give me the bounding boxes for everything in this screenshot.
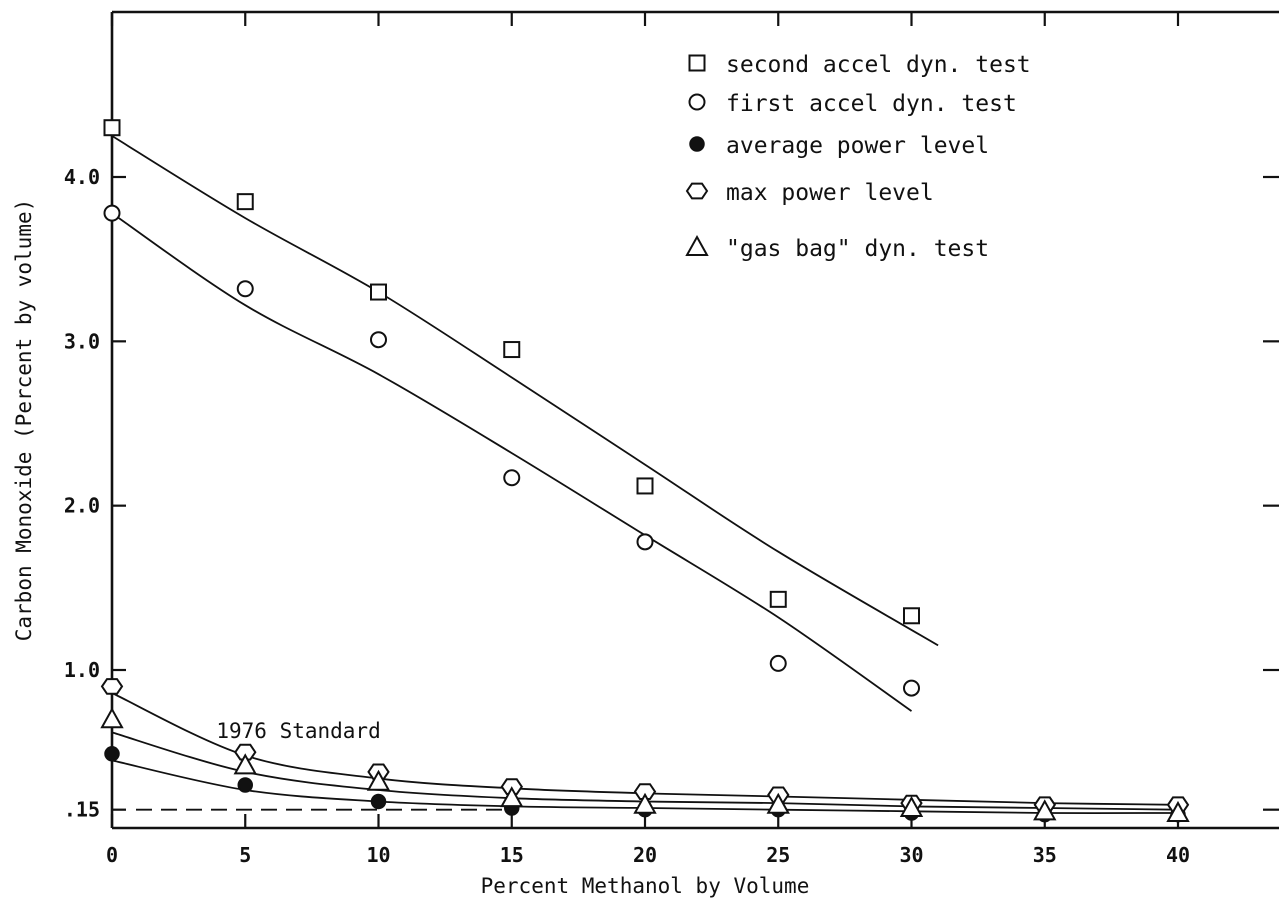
legend-item: first accel dyn. test	[688, 91, 1017, 117]
x-tick-label: 5	[239, 843, 251, 867]
legend-marker-open-hexagon	[685, 182, 709, 200]
x-tick-label: 25	[766, 843, 790, 867]
second-accel-dyn-test-point	[236, 193, 254, 211]
legend-item: second accel dyn. test	[688, 52, 1031, 78]
average-power-level-point	[104, 746, 120, 762]
x-axis-title: Percent Methanol by Volume	[481, 874, 810, 898]
first-accel-dyn-test-point	[503, 469, 521, 487]
first-accel-dyn-test-fit-line	[111, 212, 913, 712]
gas-bag-dyn-test-point	[633, 792, 657, 814]
x-tick-label: 35	[1033, 843, 1057, 867]
first-accel-dyn-test-point	[769, 654, 787, 672]
standard-1976-label: 1976 Standard	[216, 719, 380, 743]
gas-bag-dyn-test-point	[366, 769, 391, 791]
fit-lines	[111, 135, 1179, 814]
y-tick-label: .15	[64, 798, 100, 822]
average-power-level-point	[370, 793, 387, 810]
legend-item: average power level	[689, 133, 989, 159]
x-tick-label: 0	[106, 843, 118, 867]
y-tick-label: 1.0	[64, 658, 100, 682]
average-power-level-point	[237, 777, 253, 793]
gas-bag-dyn-test-point	[899, 795, 924, 818]
legend: second accel dyn. test first accel dyn. t…	[685, 52, 1031, 262]
legend-marker-open-circle	[688, 93, 706, 111]
first-accel-dyn-test-point	[370, 331, 387, 349]
gas-bag-dyn-test-point	[766, 792, 790, 814]
gas-bag-dyn-test-point	[100, 707, 124, 729]
max-power-level-point	[633, 783, 657, 800]
x-tick-label: 20	[633, 843, 657, 867]
y-axis-title: Carbon Monoxide (Percent by volume)	[12, 199, 36, 642]
legend-marker-filled-circle	[689, 136, 705, 152]
gas-bag-dyn-test-point	[500, 786, 524, 808]
legend-item: max power level	[685, 180, 934, 206]
second-accel-dyn-test-fit-line	[111, 135, 939, 647]
y-tick-label: 3.0	[64, 329, 100, 353]
x-tick-label: 10	[366, 843, 390, 867]
axis-ticks: 0 5 10 15 20 25 30 35 40 .15 1.0 2.0 3.0 4.0	[64, 12, 1279, 867]
first-accel-dyn-test-point	[636, 533, 654, 551]
second-accel-dyn-test-point	[769, 590, 787, 608]
axis-labels: Percent Methanol by Volume Carbon Monoxi…	[12, 199, 809, 898]
x-tick-label: 40	[1166, 843, 1190, 867]
legend-label: first accel dyn. test	[726, 91, 1017, 117]
second-accel-dyn-test-point	[636, 477, 654, 495]
first-accel-dyn-test-point	[236, 280, 254, 298]
max-power-level-point	[234, 743, 257, 761]
reference-lines: 1976 Standard	[136, 719, 512, 811]
gas-bag-dyn-test-point	[233, 753, 257, 775]
max-power-level-point	[100, 678, 124, 695]
second-accel-dyn-test-point	[370, 283, 387, 301]
legend-label: max power level	[726, 180, 934, 206]
y-tick-label: 2.0	[64, 494, 100, 518]
first-accel-dyn-test-point	[103, 204, 121, 222]
data-points	[100, 119, 1190, 823]
legend-item: "gas bag" dyn. test	[685, 234, 989, 262]
gas-bag-dyn-test-point	[1033, 799, 1057, 821]
legend-label: "gas bag" dyn. test	[726, 236, 989, 262]
second-accel-dyn-test-point	[503, 341, 521, 359]
legend-label: average power level	[726, 133, 989, 159]
legend-marker-open-triangle	[685, 234, 709, 256]
gas-bag-dyn-test-point	[1166, 800, 1190, 822]
second-accel-dyn-test-point	[103, 119, 121, 137]
x-tick-label: 30	[899, 843, 923, 867]
legend-label: second accel dyn. test	[726, 52, 1031, 78]
plot-frame	[110, 10, 1279, 830]
x-tick-label: 15	[500, 843, 524, 867]
legend-marker-open-square	[688, 54, 706, 72]
y-tick-label: 4.0	[64, 165, 100, 189]
second-accel-dyn-test-point	[903, 607, 920, 625]
first-accel-dyn-test-point	[903, 679, 920, 697]
